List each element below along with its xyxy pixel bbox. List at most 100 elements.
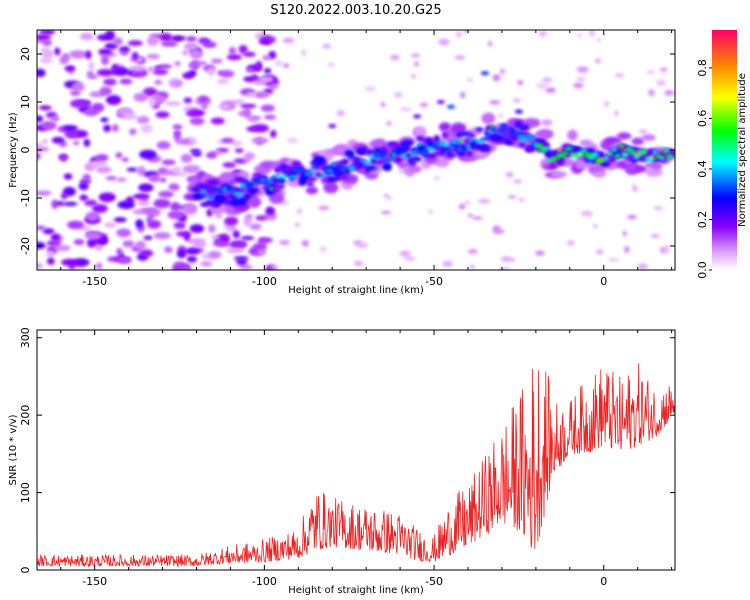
spectrogram-blob bbox=[60, 154, 67, 162]
spectrogram-blob bbox=[604, 101, 610, 108]
spectrogram-blob bbox=[629, 149, 636, 154]
spectrogram-blob bbox=[104, 222, 117, 228]
spectrogram-blob bbox=[42, 228, 55, 235]
spectrogram-blob bbox=[595, 248, 604, 255]
colorbar-tick-label: 0.4 bbox=[696, 160, 709, 178]
spectrogram-blob bbox=[135, 199, 152, 206]
spectrogram-blob bbox=[239, 103, 257, 109]
colorbar-tick-label: 0.6 bbox=[696, 110, 709, 128]
spectrogram-blob bbox=[99, 86, 113, 96]
spectrogram-blob bbox=[499, 267, 511, 270]
colorbar-label: Normalized spectral amplitude bbox=[737, 73, 748, 227]
spectrogram-blob bbox=[245, 67, 255, 73]
spectrogram-blob bbox=[147, 66, 155, 73]
spectrogram-blob bbox=[37, 190, 52, 196]
spectrogram-blob bbox=[296, 167, 304, 172]
spectrogram-blob bbox=[492, 74, 501, 82]
spectrogram-blob bbox=[154, 79, 163, 85]
spectrogram-blob bbox=[505, 141, 515, 146]
spectrogram-blob bbox=[631, 137, 645, 146]
spectrogram-blob bbox=[118, 46, 130, 53]
spectrogram-blob bbox=[111, 124, 119, 132]
spectrogram-blob bbox=[614, 110, 619, 117]
spectrogram-blob bbox=[401, 144, 411, 152]
spectrogram-blob bbox=[249, 197, 261, 208]
spectrogram-blob bbox=[304, 171, 311, 176]
spectrogram-blob bbox=[267, 177, 274, 183]
spectrogram-blob bbox=[140, 207, 158, 214]
spectrogram-blob bbox=[164, 101, 182, 106]
spectrogram-blob bbox=[219, 190, 225, 195]
spectrogram-blob bbox=[230, 189, 237, 193]
spectrogram-blob bbox=[202, 41, 217, 48]
spectrogram-blob bbox=[588, 148, 595, 153]
spectrogram-blob bbox=[185, 111, 200, 116]
spectrogram-blob bbox=[37, 68, 46, 78]
spectrogram-blob bbox=[146, 53, 161, 60]
spectrogram-blob bbox=[116, 256, 132, 265]
spectrogram-blob bbox=[191, 151, 202, 157]
spectrogram-blob bbox=[175, 138, 192, 145]
spectrogram-blob bbox=[577, 33, 582, 38]
spectrogram-blob bbox=[243, 156, 252, 162]
spectrogram-blob bbox=[557, 156, 565, 165]
spectrogram-blob bbox=[37, 142, 43, 148]
spectrogram-blob bbox=[46, 250, 55, 258]
spectrogram-blob bbox=[210, 58, 223, 64]
spectrogram-blob bbox=[189, 117, 205, 126]
spectrogram-blob bbox=[184, 42, 198, 51]
spectrogram-blob bbox=[122, 240, 135, 248]
spectrogram-blob bbox=[37, 241, 46, 250]
spectrogram-blob bbox=[465, 151, 473, 157]
spectrogram-blob bbox=[631, 186, 638, 192]
spectrogram-blob bbox=[216, 78, 229, 85]
spectrogram-blob bbox=[86, 71, 94, 77]
spectrogram-blob bbox=[385, 157, 395, 162]
spectrogram-blob bbox=[178, 171, 187, 177]
spectrogram-blob bbox=[439, 149, 447, 156]
spectrogram-blob bbox=[226, 248, 244, 254]
spectrogram-blob bbox=[434, 175, 440, 181]
spectrogram-blob bbox=[258, 39, 272, 45]
spectrogram-blob bbox=[83, 138, 91, 147]
spectrogram-blob bbox=[435, 159, 450, 168]
spectrogram-blob bbox=[467, 132, 476, 139]
spectrogram-blob bbox=[419, 102, 429, 108]
spectrogram-blob bbox=[633, 165, 648, 173]
snr-xtick-label: -150 bbox=[82, 575, 107, 588]
spectrogram-blob bbox=[251, 137, 269, 144]
spectrogram-blob bbox=[160, 40, 178, 47]
spectrogram-blob bbox=[143, 235, 153, 241]
spectrogram-blob bbox=[637, 263, 648, 270]
spectrogram-blob bbox=[176, 231, 191, 237]
spectrogram-blob bbox=[171, 166, 182, 174]
spectrogram-blob bbox=[111, 64, 119, 72]
spectrogram-blob bbox=[135, 240, 147, 251]
spectrogram-blob bbox=[414, 126, 427, 138]
spectrogram-blob bbox=[119, 78, 133, 85]
spectrogram-blob bbox=[319, 173, 327, 177]
spectrogram-blob bbox=[224, 216, 239, 226]
spectrogram-blob bbox=[621, 148, 627, 152]
spectrogram-blob bbox=[64, 128, 79, 139]
spectrogram-blob bbox=[408, 165, 422, 173]
spectrogram-blob bbox=[410, 156, 423, 162]
spectrogram-blob bbox=[518, 124, 531, 132]
spectrogram-blob bbox=[95, 166, 112, 174]
spectrogram-blob bbox=[146, 36, 160, 46]
spectrogram-blob bbox=[41, 120, 57, 131]
spectrogram-blob bbox=[399, 250, 412, 258]
spectrogram-blob bbox=[480, 71, 489, 76]
spectrogram-blob bbox=[112, 37, 123, 46]
spectrogram-blob bbox=[647, 157, 656, 161]
spectrogram-blob bbox=[567, 240, 575, 246]
colorbar-ticks: 0.0 0.2 0.4 0.6 0.8 bbox=[696, 59, 712, 279]
spectrogram-blob bbox=[404, 257, 416, 261]
spectrogram-blob bbox=[69, 90, 81, 97]
spectrogram-blob bbox=[454, 55, 466, 60]
spectrogram-blob bbox=[153, 232, 171, 240]
spectrogram-blob bbox=[244, 194, 251, 200]
spectrogram-blob bbox=[650, 162, 663, 170]
spectrogram-blob bbox=[148, 174, 161, 183]
spectrogram-blob bbox=[492, 229, 505, 234]
